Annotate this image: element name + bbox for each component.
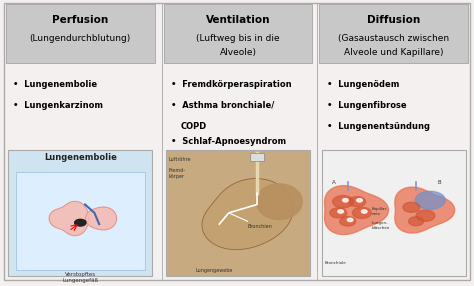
Circle shape	[75, 219, 86, 226]
Text: •  Lungenembolie: • Lungenembolie	[13, 80, 97, 89]
Text: Fremd-
körper: Fremd- körper	[169, 168, 186, 179]
Text: •  Lungenentзündung: • Lungenentзündung	[327, 122, 429, 131]
Circle shape	[349, 197, 365, 207]
FancyBboxPatch shape	[16, 172, 145, 270]
Circle shape	[361, 210, 367, 213]
Text: Verstopftes
Lungengefäß: Verstopftes Lungengefäß	[62, 272, 99, 283]
FancyBboxPatch shape	[166, 150, 310, 276]
Text: COPD: COPD	[181, 122, 207, 131]
Text: Lungengewebe: Lungengewebe	[196, 268, 233, 273]
Text: •  Fremdkörperaspiration: • Fremdkörperaspiration	[171, 80, 292, 89]
Text: Bronchiole: Bronchiole	[324, 261, 346, 265]
FancyBboxPatch shape	[250, 153, 264, 161]
Circle shape	[353, 207, 371, 219]
Circle shape	[415, 191, 445, 209]
Circle shape	[340, 217, 356, 226]
Text: •  Asthma bronchiale/: • Asthma bronchiale/	[171, 101, 274, 110]
Text: Lungen-
bläschen: Lungen- bläschen	[371, 221, 390, 230]
Text: •  Lungenfibrose: • Lungenfibrose	[327, 101, 406, 110]
Text: B: B	[438, 180, 441, 185]
Text: Perfusion: Perfusion	[52, 15, 109, 25]
Circle shape	[330, 208, 347, 218]
FancyBboxPatch shape	[4, 3, 470, 280]
Circle shape	[333, 196, 354, 208]
Text: •  Schlaf-Apnoesyndrom: • Schlaf-Apnoesyndrom	[171, 137, 286, 146]
Text: Bronchien: Bronchien	[247, 224, 273, 229]
Text: Luftröhre: Luftröhre	[169, 157, 191, 162]
Text: (Luftweg bis in die: (Luftweg bis in die	[196, 33, 280, 43]
Circle shape	[416, 210, 435, 221]
FancyBboxPatch shape	[9, 150, 152, 276]
Text: Alveole und Kapillare): Alveole und Kapillare)	[344, 47, 444, 57]
Text: Lungenembolie: Lungenembolie	[44, 153, 117, 162]
Text: (Gasaustausch zwischen: (Gasaustausch zwischen	[338, 33, 449, 43]
Polygon shape	[85, 207, 117, 230]
FancyBboxPatch shape	[6, 4, 155, 63]
Text: (Lungendurchblutung): (Lungendurchblutung)	[30, 33, 131, 43]
FancyBboxPatch shape	[319, 4, 468, 63]
Circle shape	[403, 202, 420, 212]
Polygon shape	[49, 201, 89, 236]
Text: •  Lungenkarzinom: • Lungenkarzinom	[13, 101, 103, 110]
Text: Kapillar-
netz: Kapillar- netz	[371, 207, 388, 216]
Polygon shape	[256, 184, 302, 219]
Circle shape	[347, 218, 353, 222]
FancyBboxPatch shape	[164, 4, 312, 63]
Circle shape	[343, 198, 348, 202]
Circle shape	[357, 198, 362, 202]
FancyBboxPatch shape	[322, 150, 465, 276]
Circle shape	[409, 217, 424, 226]
Polygon shape	[395, 187, 455, 233]
Text: •  Lungenödem: • Lungenödem	[327, 80, 399, 89]
Polygon shape	[325, 186, 389, 235]
Text: Diffusion: Diffusion	[367, 15, 420, 25]
Text: Ventilation: Ventilation	[206, 15, 271, 25]
Text: Alveole): Alveole)	[219, 47, 257, 57]
Polygon shape	[202, 178, 293, 250]
Text: A: A	[332, 180, 336, 185]
Circle shape	[338, 210, 344, 213]
